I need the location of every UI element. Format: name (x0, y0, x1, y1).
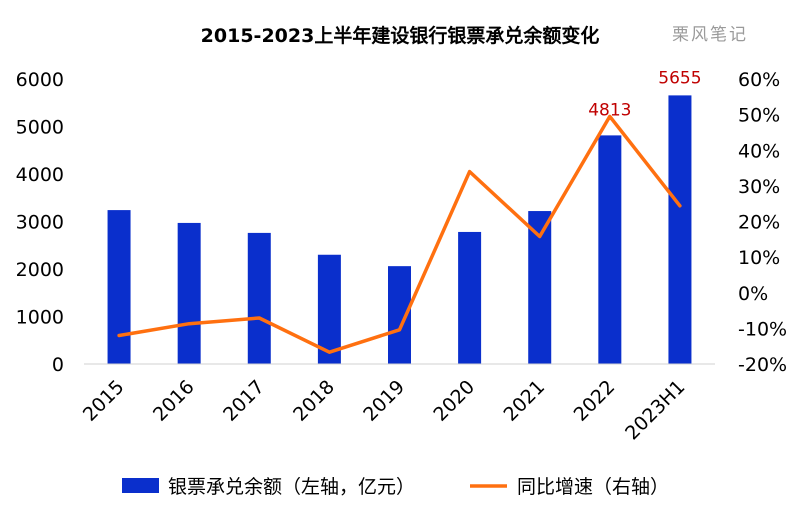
y-left-tick-label: 4000 (16, 164, 64, 186)
y-right-tick-label: -20% (738, 354, 787, 376)
chart-title: 2015-2023上半年建设银行银票承兑余额变化 (201, 24, 600, 47)
bar-2016 (177, 222, 201, 364)
x-tick-label: 2023H1 (621, 376, 689, 444)
data-label-2023H1: 5655 (658, 68, 701, 88)
bar-2018 (317, 254, 341, 364)
legend-bar-swatch (122, 478, 159, 493)
y-left-tick-label: 5000 (16, 117, 64, 139)
y-left-tick-label: 3000 (16, 212, 64, 234)
y-right-tick-label: 0% (738, 283, 768, 305)
x-tick-label: 2018 (289, 376, 339, 426)
legend: 银票承兑余额（左轴，亿元） 同比增速（右轴） (122, 476, 669, 498)
plot-area: 0 1000 2000 3000 4000 5000 6000 -20% -10% 0% 10% 20… (16, 68, 787, 444)
x-tick-label: 2020 (429, 376, 479, 426)
bar-2015 (107, 210, 131, 364)
watermark-text: 栗风笔记 (672, 25, 748, 45)
x-tick-label: 2016 (149, 376, 199, 426)
y-left-tick-label: 1000 (16, 307, 64, 329)
y-left-tick-label: 0 (52, 354, 64, 376)
legend-line-label: 同比增速（右轴） (517, 476, 669, 498)
bar-2017 (247, 232, 271, 364)
y-right-tick-label: 60% (738, 69, 780, 91)
y-left-tick-label: 2000 (16, 259, 64, 281)
legend-bar-label: 银票承兑余额（左轴，亿元） (168, 476, 415, 498)
bar-2022 (598, 135, 622, 364)
bar-2020 (458, 231, 482, 364)
x-tick-label: 2015 (79, 376, 129, 426)
bar-2019 (388, 266, 411, 364)
bar-2021 (528, 211, 552, 364)
y-right-tick-label: -10% (738, 318, 787, 340)
x-tick-label: 2021 (500, 376, 550, 426)
y-right-tick-label: 50% (738, 105, 780, 127)
y-right-tick-label: 40% (738, 140, 780, 162)
data-label-2022: 4813 (588, 100, 631, 120)
bar-2023H1 (668, 95, 692, 364)
y-right-tick-label: 10% (738, 247, 780, 269)
y-right-tick-label: 30% (738, 176, 780, 198)
y-left-tick-label: 6000 (16, 69, 64, 91)
y-right-tick-label: 20% (738, 212, 780, 234)
x-tick-label: 2017 (219, 376, 269, 426)
x-tick-label: 2022 (570, 376, 620, 426)
x-tick-label: 2019 (359, 376, 409, 426)
